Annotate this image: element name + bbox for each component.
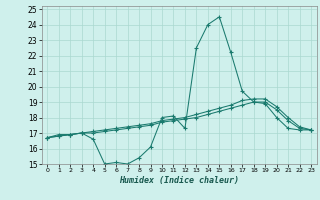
X-axis label: Humidex (Indice chaleur): Humidex (Indice chaleur) [119,176,239,185]
